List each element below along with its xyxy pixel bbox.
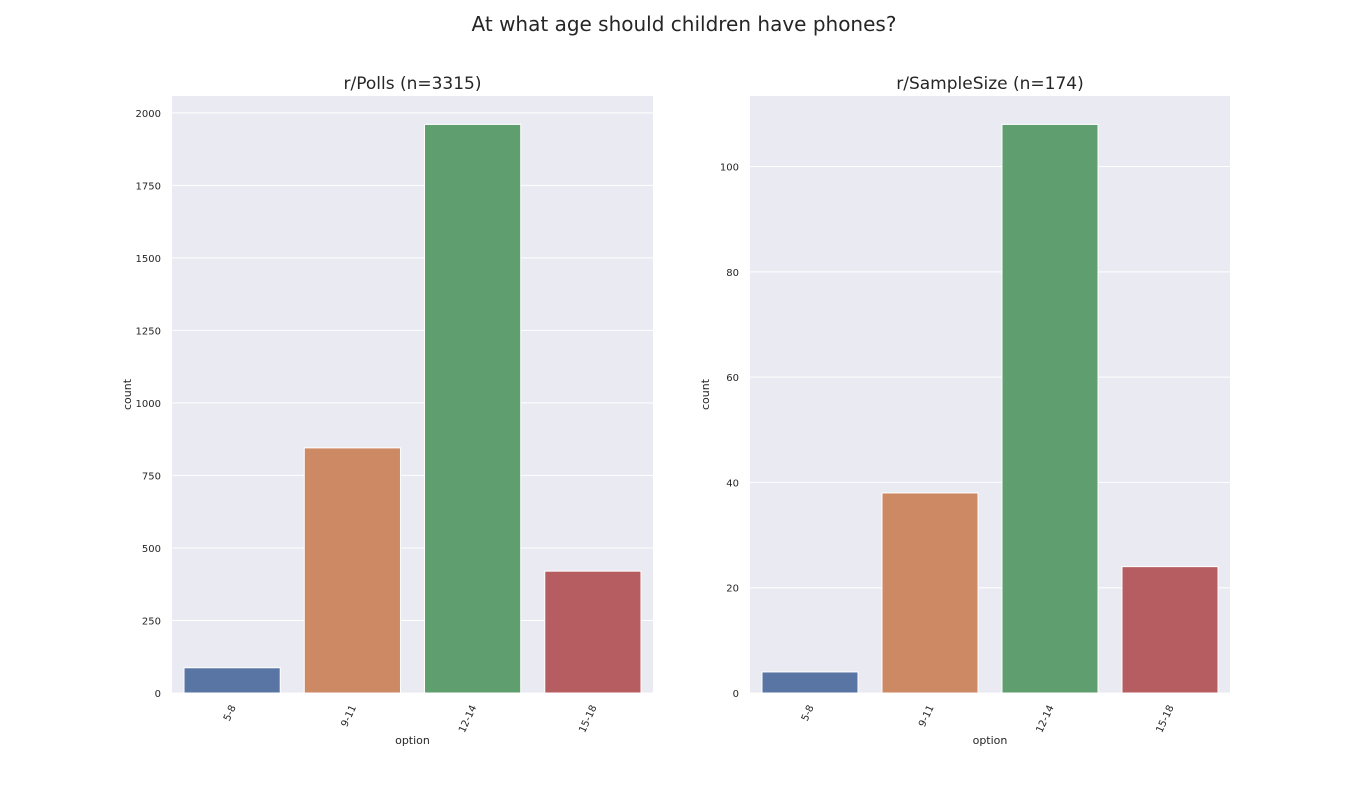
figure-title: At what age should children have phones? xyxy=(471,12,897,36)
chart-r-polls: 0 250 500 750 1000 1250 1500 1750 2000 5-8 9-11 12-… xyxy=(121,74,653,747)
y-tick-label: 0 xyxy=(155,689,161,700)
x-axis-label: option xyxy=(395,734,430,747)
x-tick-label: 12-14 xyxy=(1034,704,1056,735)
y-tick-label: 500 xyxy=(142,544,161,555)
y-tick-label: 2000 xyxy=(136,109,161,120)
y-tick-label: 20 xyxy=(726,584,739,595)
bar-5-8 xyxy=(761,671,859,694)
y-tick-label: 250 xyxy=(142,616,161,627)
x-tick-label: 12-14 xyxy=(457,704,479,735)
x-tick-label: 15-18 xyxy=(577,704,599,735)
bar-5-8 xyxy=(183,667,281,694)
chart-title: r/SampleSize (n=174) xyxy=(896,74,1084,94)
chart-r-samplesize: 0 20 40 60 80 100 5-8 9-11 12-14 15-18 r/SampleSiz… xyxy=(699,74,1230,747)
y-tick-label: 100 xyxy=(720,163,739,174)
x-axis-label: option xyxy=(973,734,1008,747)
x-tick-label: 15-18 xyxy=(1154,704,1176,735)
x-tick-label: 5-8 xyxy=(800,704,817,723)
bar-9-11 xyxy=(303,447,401,694)
bar-9-11 xyxy=(881,492,979,694)
x-tick-label: 9-11 xyxy=(340,704,360,729)
y-tick-label: 750 xyxy=(142,471,161,482)
y-tick-label: 1000 xyxy=(136,399,161,410)
y-tick-label: 40 xyxy=(726,478,739,489)
bar-15-18 xyxy=(544,570,642,694)
y-tick-label: 1500 xyxy=(136,254,161,265)
bar-15-18 xyxy=(1121,566,1219,694)
bar-12-14 xyxy=(424,123,522,694)
x-tick-label: 9-11 xyxy=(917,704,937,729)
y-tick-label: 0 xyxy=(733,689,739,700)
y-tick-label: 1750 xyxy=(136,181,161,192)
y-tick-label: 80 xyxy=(726,268,739,279)
y-axis-label: count xyxy=(121,378,134,410)
chart-title: r/Polls (n=3315) xyxy=(343,74,481,94)
bar-12-14 xyxy=(1001,123,1099,694)
y-axis-label: count xyxy=(699,378,712,410)
x-tick-label: 5-8 xyxy=(222,704,239,723)
y-tick-label: 60 xyxy=(726,373,739,384)
y-tick-label: 1250 xyxy=(136,326,161,337)
